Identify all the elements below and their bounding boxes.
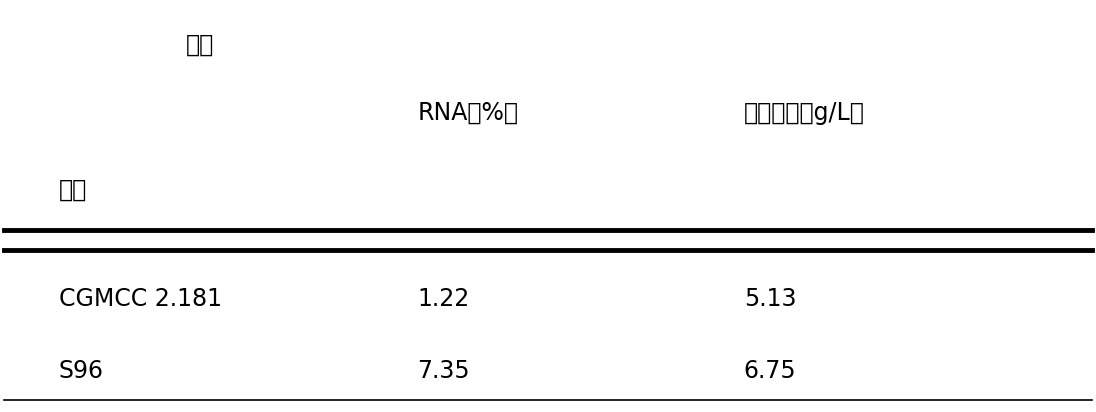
Text: S96: S96 <box>58 359 103 384</box>
Text: 菌株: 菌株 <box>58 178 87 202</box>
Text: 菌体干重（g/L）: 菌体干重（g/L） <box>744 101 865 125</box>
Text: CGMCC 2.181: CGMCC 2.181 <box>58 287 221 311</box>
Text: RNA（%）: RNA（%） <box>418 101 518 125</box>
Text: 参数: 参数 <box>186 33 214 56</box>
Text: 7.35: 7.35 <box>418 359 470 384</box>
Text: 5.13: 5.13 <box>744 287 797 311</box>
Text: 1.22: 1.22 <box>418 287 470 311</box>
Text: 6.75: 6.75 <box>744 359 797 384</box>
